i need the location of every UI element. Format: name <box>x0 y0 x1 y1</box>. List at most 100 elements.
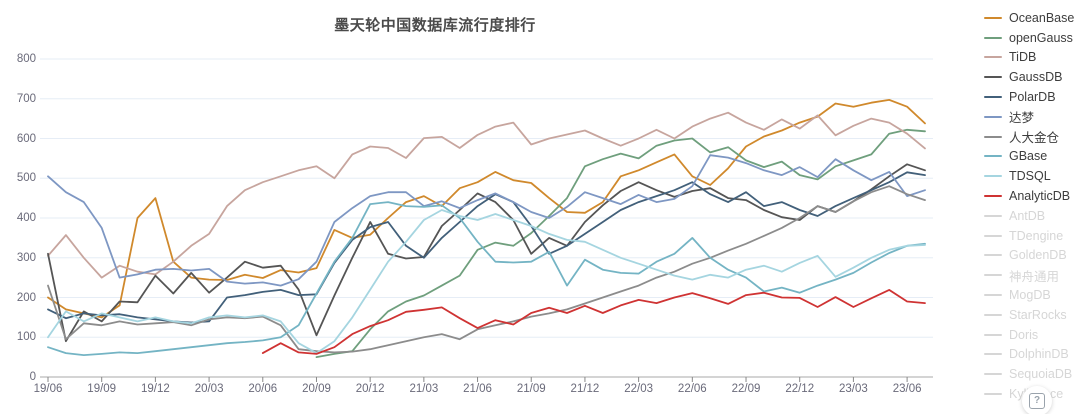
legend-item-TDengine[interactable]: TDengine <box>984 226 1080 246</box>
legend-swatch <box>984 294 1002 297</box>
series-line-AnalyticDB <box>261 288 926 355</box>
series-line-TDSQL <box>47 209 926 355</box>
legend-label: AnalyticDB <box>1009 189 1071 204</box>
legend-item-GoldenDB[interactable]: GoldenDB <box>984 246 1080 266</box>
x-axis-tick-label: 21/09 <box>516 383 546 395</box>
help-button[interactable]: ? <box>1022 386 1052 414</box>
legend-swatch <box>984 195 1002 198</box>
legend-label: SequoiaDB <box>1009 367 1073 382</box>
legend-item-OceanBase[interactable]: OceanBase <box>984 8 1080 28</box>
legend-swatch <box>984 36 1002 39</box>
question-mark-icon: ? <box>1029 393 1045 409</box>
legend-item-openGauss[interactable]: openGauss <box>984 28 1080 48</box>
x-axis-tick-label: 19/06 <box>33 383 63 395</box>
series-line-PolarDB <box>47 171 926 324</box>
x-axis-tick-label: 23/06 <box>892 383 922 395</box>
legend-swatch <box>984 76 1002 79</box>
legend-item-TiDB[interactable]: TiDB <box>984 48 1080 68</box>
series-line-TiDB <box>47 111 926 279</box>
legend-label: AntDB <box>1009 208 1046 223</box>
legend-swatch <box>984 373 1002 376</box>
series-line-人大金仓 <box>47 185 926 354</box>
legend-swatch <box>984 234 1002 237</box>
legend-item-达梦[interactable]: 达梦 <box>984 107 1080 127</box>
legend-label: TDengine <box>1009 228 1064 243</box>
legend-label: OceanBase <box>1009 10 1075 25</box>
legend-item-StarRocks[interactable]: StarRocks <box>984 305 1080 325</box>
y-axis-tick-label: 600 <box>16 132 36 145</box>
y-axis-tick-label: 700 <box>16 92 36 105</box>
legend-label: openGauss <box>1009 30 1073 45</box>
x-axis-tick-label: 19/09 <box>87 383 117 395</box>
series-line-openGauss <box>315 128 926 359</box>
legend-swatch <box>984 115 1002 118</box>
x-axis-tick-label: 20/09 <box>302 383 331 395</box>
legend-label: MogDB <box>1009 288 1051 303</box>
series-line-GBase <box>47 201 926 357</box>
chart-title: 墨天轮中国数据库流行度排行 <box>334 17 536 34</box>
legend-swatch <box>984 175 1002 178</box>
x-axis-tick-label: 19/12 <box>140 383 170 395</box>
series-line-达梦 <box>47 154 926 287</box>
legend-label: TiDB <box>1009 50 1037 65</box>
x-axis-tick-label: 22/09 <box>731 383 761 395</box>
x-axis-tick-label: 22/03 <box>624 383 654 395</box>
x-axis-tick-label: 22/06 <box>677 383 707 395</box>
legend-swatch <box>984 56 1002 59</box>
legend-swatch <box>984 393 1002 396</box>
y-axis-tick-label: 0 <box>29 371 36 383</box>
legend-item-MogDB[interactable]: MogDB <box>984 285 1080 305</box>
x-axis-tick-label: 20/03 <box>194 383 224 395</box>
legend-swatch <box>984 353 1002 356</box>
legend-swatch <box>984 135 1002 138</box>
legend-label: GoldenDB <box>1009 248 1067 263</box>
legend-label: Doris <box>1009 327 1039 342</box>
x-axis-tick-label: 21/06 <box>463 383 492 395</box>
x-axis-tick-label: 20/06 <box>248 383 278 395</box>
series-line-GaussDB <box>47 163 926 343</box>
x-axis-tick-label: 21/03 <box>409 383 439 395</box>
series-line-OceanBase <box>47 99 926 319</box>
legend-label: GBase <box>1009 149 1048 164</box>
legend-label: 人大金仓 <box>1009 131 1060 146</box>
y-axis-tick-label: 200 <box>16 291 36 304</box>
legend-label: 达梦 <box>1009 111 1035 126</box>
legend-swatch <box>984 96 1002 99</box>
legend-item-GaussDB[interactable]: GaussDB <box>984 67 1080 87</box>
legend-swatch <box>984 274 1002 277</box>
legend-item-Doris[interactable]: Doris <box>984 325 1080 345</box>
y-axis-tick-label: 100 <box>16 331 36 344</box>
chart-legend: OceanBase openGauss TiDB GaussDB PolarDB 达梦人大… <box>984 8 1080 404</box>
legend-label: TDSQL <box>1009 169 1051 184</box>
legend-swatch <box>984 254 1002 257</box>
legend-swatch <box>984 16 1002 19</box>
x-axis-tick-label: 20/12 <box>355 383 385 395</box>
legend-item-PolarDB[interactable]: PolarDB <box>984 87 1080 107</box>
legend-swatch <box>984 214 1002 217</box>
legend-item-GBase[interactable]: GBase <box>984 147 1080 167</box>
legend-item-神舟通用[interactable]: 神舟通用 <box>984 265 1080 285</box>
legend-label: PolarDB <box>1009 90 1056 105</box>
x-axis-tick-label: 23/03 <box>839 383 868 395</box>
legend-label: StarRocks <box>1009 307 1067 322</box>
x-axis-tick-label: 21/12 <box>570 383 600 395</box>
legend-item-AntDB[interactable]: AntDB <box>984 206 1080 226</box>
legend-label: 神舟通用 <box>1009 269 1060 284</box>
legend-item-SequoiaDB[interactable]: SequoiaDB <box>984 364 1080 384</box>
legend-item-TDSQL[interactable]: TDSQL <box>984 166 1080 186</box>
y-axis-tick-label: 500 <box>16 172 36 185</box>
y-axis-tick-label: 800 <box>16 53 36 65</box>
legend-item-人大金仓[interactable]: 人大金仓 <box>984 127 1080 147</box>
x-axis-tick-label: 22/12 <box>785 383 815 395</box>
legend-item-DolphinDB[interactable]: DolphinDB <box>984 345 1080 365</box>
legend-label: GaussDB <box>1009 70 1063 85</box>
legend-swatch <box>984 155 1002 158</box>
y-axis-tick-label: 300 <box>16 251 36 264</box>
legend-swatch <box>984 333 1002 336</box>
legend-item-AnalyticDB[interactable]: AnalyticDB <box>984 186 1080 206</box>
y-axis-tick-label: 400 <box>16 212 36 224</box>
legend-swatch <box>984 313 1002 316</box>
legend-label: DolphinDB <box>1009 347 1069 362</box>
